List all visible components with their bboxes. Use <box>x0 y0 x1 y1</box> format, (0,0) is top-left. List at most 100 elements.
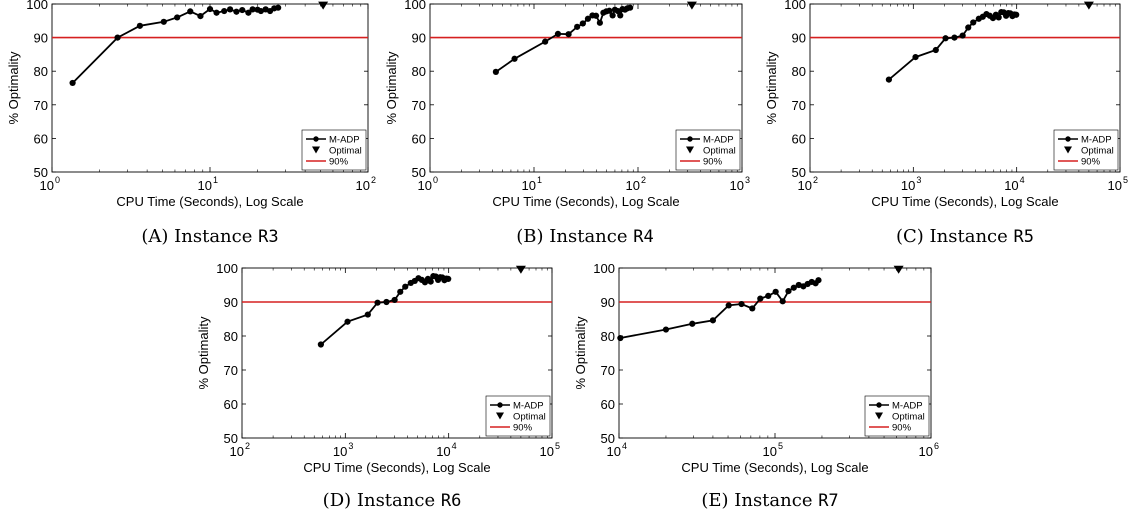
legend-marker-m-adp <box>497 402 502 407</box>
data-point-m-adp <box>970 19 976 25</box>
x-axis-label: CPU Time (Seconds), Log Scale <box>681 460 868 475</box>
caption-instance: R4 <box>633 227 653 247</box>
data-point-m-adp <box>114 35 120 41</box>
data-point-m-adp <box>780 298 786 304</box>
chart-panel-e: 506070809010010 4 10 5 10 6CPU Time (Seconds)… <box>573 261 939 511</box>
series-line-m-adp <box>889 12 1016 80</box>
x-axis-label: CPU Time (Seconds), Log Scale <box>303 460 490 475</box>
data-point-m-adp <box>726 302 732 308</box>
y-tick-label: 90 <box>412 31 426 46</box>
x-tick-label-exponent: 2 <box>245 441 250 451</box>
caption-prefix: (A) Instance <box>141 226 258 247</box>
data-point-m-adp <box>785 288 791 294</box>
legend-entry: M-ADP <box>329 135 360 146</box>
data-point-m-adp <box>402 284 408 290</box>
data-point-m-adp <box>617 12 623 18</box>
panel-caption: (A) Instance R3 <box>141 226 278 247</box>
data-point-m-adp <box>69 80 75 86</box>
panel-caption: (C) Instance R5 <box>896 226 1034 247</box>
x-tick-label-exponent: 5 <box>1123 175 1128 185</box>
data-point-m-adp <box>511 56 517 62</box>
legend-marker-m-adp <box>313 136 318 141</box>
x-axis-label: CPU Time (Seconds), Log Scale <box>871 194 1058 209</box>
legend-entry: Optimal <box>1081 146 1114 157</box>
data-point-m-adp <box>233 9 239 15</box>
data-point-m-adp <box>445 276 451 282</box>
x-tick-label: 10 4 <box>1004 175 1024 193</box>
x-tick-label-exponent: 1 <box>213 175 218 185</box>
data-point-m-adp <box>493 69 499 75</box>
data-point-m-adp <box>951 35 957 41</box>
y-tick-label: 90 <box>34 31 48 46</box>
x-tick-label-base: 10 <box>436 444 450 459</box>
data-point-m-adp <box>597 20 603 26</box>
panel-caption: (E) Instance R7 <box>701 490 838 511</box>
data-point-m-adp <box>617 335 623 341</box>
data-point-m-adp <box>965 24 971 30</box>
x-tick-label: 10 2 <box>230 441 250 459</box>
series-line-m-adp <box>321 276 448 344</box>
x-tick-label-exponent: 5 <box>555 441 560 451</box>
x-tick-label: 10 5 <box>540 441 560 459</box>
data-point-m-adp <box>689 321 695 327</box>
x-tick-label-exponent: 0 <box>55 175 60 185</box>
legend: M-ADPOptimal90% <box>865 396 929 436</box>
x-axis-label: CPU Time (Seconds), Log Scale <box>116 194 303 209</box>
x-tick-label-base: 10 <box>901 178 915 193</box>
data-point-m-adp <box>542 39 548 45</box>
legend-marker-m-adp <box>687 136 692 141</box>
x-tick-label: 10 2 <box>356 175 376 193</box>
data-point-m-adp <box>1013 12 1019 18</box>
data-point-m-adp <box>757 296 763 302</box>
legend-entry: 90% <box>329 157 349 168</box>
data-point-m-adp <box>574 24 580 30</box>
legend-entry: Optimal <box>892 412 925 423</box>
chart-panel-d: 506070809010010 2 10 3 10 4 10 5CPU Time (Secon… <box>196 261 560 511</box>
x-tick-label: 10 2 <box>626 175 646 193</box>
y-tick-label: 60 <box>34 131 48 146</box>
x-tick-label-base: 10 <box>626 178 640 193</box>
y-tick-label: 100 <box>404 0 426 12</box>
legend-entry: 90% <box>513 423 533 434</box>
data-point-m-adp <box>610 12 616 18</box>
legend-entry: Optimal <box>513 412 546 423</box>
caption-prefix: (B) Instance <box>516 226 633 247</box>
y-tick-label: 60 <box>224 397 238 412</box>
legend-entry: Optimal <box>703 146 736 157</box>
legend-entry: 90% <box>1081 157 1101 168</box>
data-point-m-adp <box>207 6 213 12</box>
y-tick-label: 80 <box>601 329 615 344</box>
x-axis-label: CPU Time (Seconds), Log Scale <box>492 194 679 209</box>
data-point-m-adp <box>161 19 167 25</box>
x-tick-label-exponent: 4 <box>622 441 627 451</box>
x-tick-label: 10 1 <box>522 175 542 193</box>
y-tick-label: 70 <box>224 363 238 378</box>
data-point-m-adp <box>174 14 180 20</box>
x-tick-label-exponent: 2 <box>371 175 376 185</box>
optimal-marker <box>318 2 328 10</box>
x-tick-label: 10 3 <box>730 175 750 193</box>
y-tick-label: 100 <box>593 261 615 276</box>
y-tick-label: 70 <box>792 98 806 113</box>
x-tick-label: 10 0 <box>40 175 60 193</box>
data-point-m-adp <box>221 8 227 14</box>
data-point-m-adp <box>383 299 389 305</box>
data-point-m-adp <box>773 289 779 295</box>
legend-marker-m-adp <box>1065 136 1070 141</box>
y-tick-label: 90 <box>601 295 615 310</box>
x-tick-label-base: 10 <box>798 178 812 193</box>
x-tick-label: 10 0 <box>418 175 438 193</box>
x-tick-label: 10 2 <box>798 175 818 193</box>
y-tick-label: 100 <box>26 0 48 12</box>
legend-entry: M-ADP <box>513 401 544 412</box>
optimal-marker <box>687 2 697 10</box>
data-point-m-adp <box>912 54 918 60</box>
legend-entry: M-ADP <box>892 401 923 412</box>
data-point-m-adp <box>555 31 561 37</box>
panel-caption: (B) Instance R4 <box>516 226 653 247</box>
data-point-m-adp <box>765 293 771 299</box>
data-point-m-adp <box>428 279 434 285</box>
